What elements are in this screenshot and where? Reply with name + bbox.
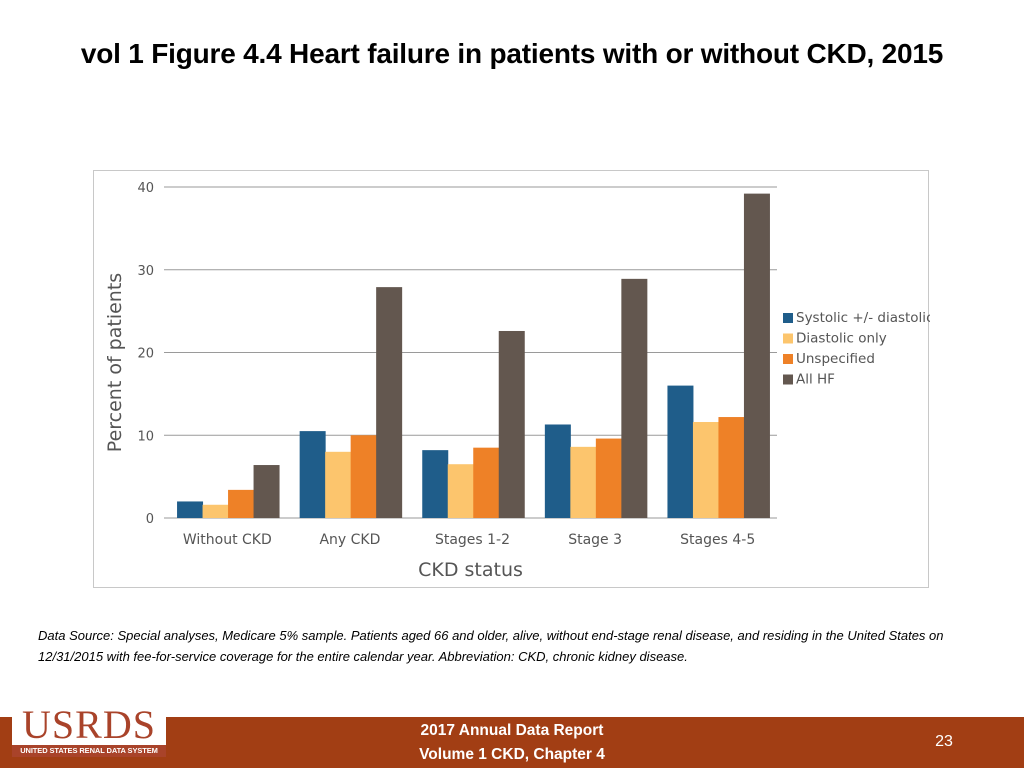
usrds-logo: USRDS UNITED STATES RENAL DATA SYSTEM (12, 705, 166, 757)
y-tick-label: 20 (137, 347, 154, 362)
bar-unspecified (595, 438, 622, 518)
x-tick-label: Without CKD (183, 532, 272, 548)
bar-diastolic-only (692, 422, 719, 518)
x-tick-label: Stages 4-5 (680, 532, 755, 548)
y-tick-label: 30 (137, 264, 154, 279)
bar-unspecified (350, 435, 377, 518)
slide-title: vol 1 Figure 4.4 Heart failure in patien… (80, 38, 944, 69)
bar-all-hf (743, 193, 770, 518)
bar-all-hf (253, 465, 280, 518)
legend-swatch (783, 333, 793, 344)
footer-bar (0, 717, 1024, 768)
bar-all-hf (498, 330, 525, 518)
bar-diastolic-only (202, 504, 229, 518)
bar-unspecified (718, 417, 745, 518)
bar-unspecified (228, 489, 255, 518)
bar-systolic-diastolic (299, 431, 326, 518)
x-tick-label: Any CKD (319, 532, 380, 548)
y-tick-label: 10 (137, 429, 154, 444)
x-tick-label: Stage 3 (568, 532, 622, 548)
y-axis-title: Percent of patients (104, 273, 126, 452)
y-tick-label: 0 (146, 512, 154, 527)
y-tick-label: 40 (137, 181, 154, 196)
bar-chart: 0 10 20 30 40 Without CKD Any CKD Stages 1-2 Sta… (104, 181, 930, 581)
chart-frame: 0 10 20 30 40 Without CKD Any CKD Stages 1-2 Sta… (93, 170, 930, 588)
page-number: 23 (935, 733, 953, 750)
logo-subtext: UNITED STATES RENAL DATA SYSTEM (12, 745, 166, 757)
x-tick-label: Stages 1-2 (435, 532, 510, 548)
legend-swatch (783, 313, 793, 323)
bar-diastolic-only (447, 464, 474, 518)
bar-diastolic-only (570, 446, 597, 518)
bar-unspecified (473, 447, 500, 518)
bar-all-hf (376, 287, 403, 518)
bar-diastolic-only (325, 451, 352, 518)
x-axis-title: CKD status (418, 559, 523, 581)
legend-label: Unspecified (796, 351, 875, 367)
legend-swatch (783, 374, 793, 385)
legend-label: Systolic +/- diastolic (796, 310, 930, 326)
footer-report-info: 2017 Annual Data Report Volume 1 CKD, Ch… (362, 719, 662, 767)
bar-systolic-diastolic (544, 424, 571, 518)
logo-text: USRDS (22, 702, 156, 747)
bar-systolic-diastolic (667, 385, 694, 518)
bar-systolic-diastolic (177, 501, 204, 518)
legend-label: All HF (796, 372, 835, 388)
legend-label: Diastolic only (796, 331, 887, 347)
bar-all-hf (621, 278, 648, 518)
report-title: 2017 Annual Data Report (420, 722, 604, 739)
report-volume: Volume 1 CKD, Chapter 4 (419, 746, 605, 763)
legend-swatch (783, 354, 793, 364)
data-source-note: Data Source: Special analyses, Medicare … (38, 628, 944, 664)
bar-systolic-diastolic (422, 450, 449, 518)
